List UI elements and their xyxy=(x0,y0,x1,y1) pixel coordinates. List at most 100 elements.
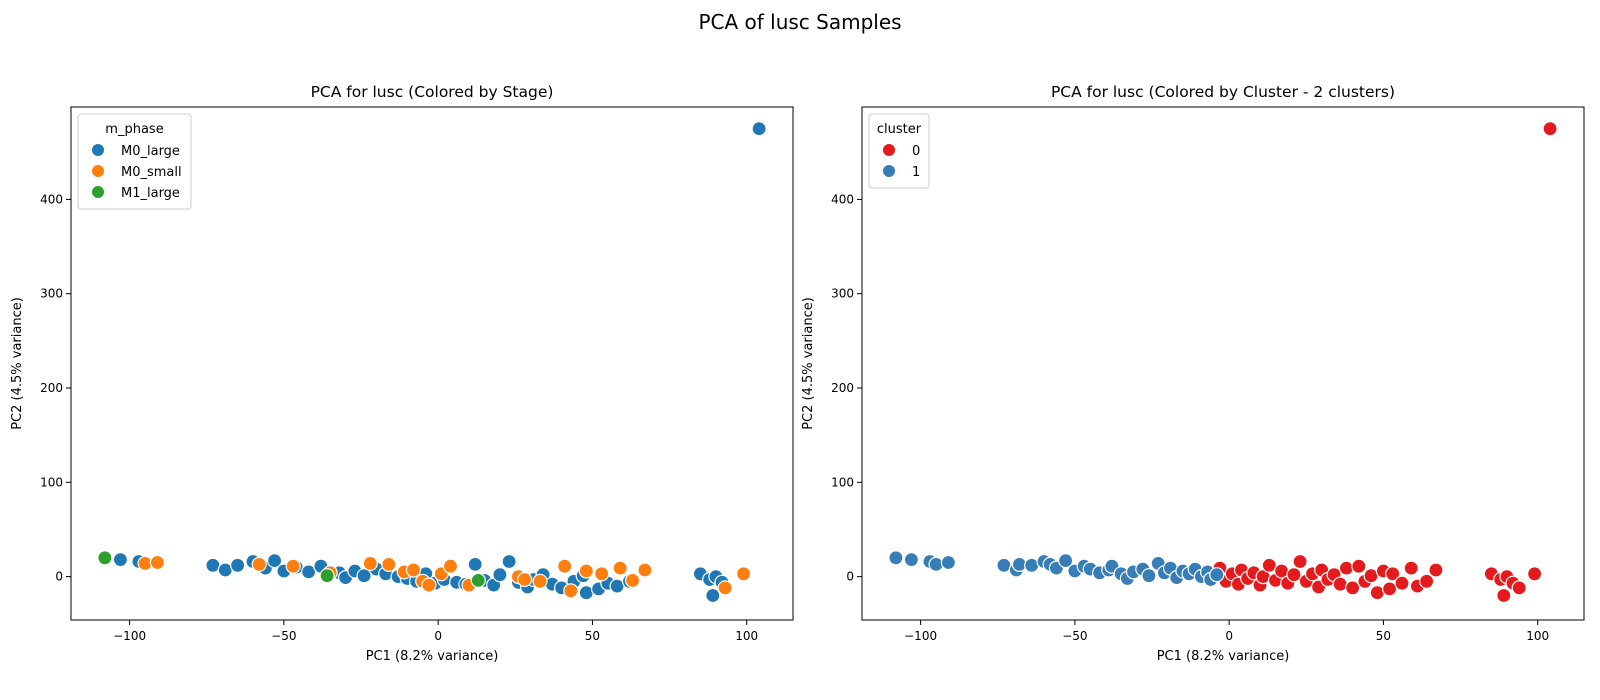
data-point-0-9 xyxy=(1261,557,1277,573)
y-tick-label: 400 xyxy=(831,192,854,206)
data-point-m0-small-10 xyxy=(421,577,437,593)
y-tick-label: 100 xyxy=(831,475,854,489)
data-point-1-0 xyxy=(888,550,904,566)
data-point-0-14 xyxy=(1292,553,1308,570)
data-point-1-3 xyxy=(928,556,944,573)
x-axis-label: PC1 (8.2% variance) xyxy=(366,649,499,664)
data-point-m0-small-20 xyxy=(594,566,610,582)
data-point-m0-small-23 xyxy=(637,562,653,578)
x-tick-label: 50 xyxy=(585,629,600,643)
y-tick-label: 200 xyxy=(40,381,63,395)
data-point-0-23 xyxy=(1344,580,1361,596)
data-point-0-32 xyxy=(1403,560,1419,576)
x-tick-label: 100 xyxy=(1526,629,1549,643)
data-point-m0-large-30 xyxy=(501,553,517,570)
x-tick-label: −100 xyxy=(904,629,937,643)
data-point-0-31 xyxy=(1394,575,1410,591)
data-point-0-42 xyxy=(1526,566,1543,582)
y-axis-label: PC2 (4.5% variance) xyxy=(801,297,816,430)
figure-suptitle: PCA of lusc Samples xyxy=(698,10,901,34)
chart-title: PCA for lusc (Colored by Cluster - 2 clu… xyxy=(1051,83,1395,101)
x-tick-label: 0 xyxy=(434,629,442,643)
x-tick-label: 50 xyxy=(1376,629,1391,643)
data-point-m0-small-19 xyxy=(578,563,594,579)
legend-marker-0 xyxy=(882,143,896,157)
y-tick-label: 100 xyxy=(40,475,63,489)
data-point-1-12 xyxy=(1057,552,1074,569)
data-point-0-30 xyxy=(1385,566,1401,582)
data-point-m0-large-4 xyxy=(230,557,246,573)
legend-entry: M1_large xyxy=(121,186,180,201)
data-point-m0-small-12 xyxy=(442,558,459,574)
data-point-m0-small-5 xyxy=(362,555,378,572)
data-point-0-29 xyxy=(1381,581,1398,597)
legend-marker-m1-large xyxy=(91,185,105,199)
data-point-0-43 xyxy=(1542,121,1558,137)
data-point-m0-large-26 xyxy=(467,556,483,573)
legend-marker-1 xyxy=(882,164,896,178)
data-point-m0-small-17 xyxy=(557,558,573,574)
legend-box xyxy=(77,113,192,210)
x-tick-label: −50 xyxy=(271,629,296,643)
y-axis-label: PC2 (4.5% variance) xyxy=(10,297,25,430)
x-axis-label: PC1 (8.2% variance) xyxy=(1157,649,1290,664)
y-tick-label: 0 xyxy=(846,570,854,584)
data-point-0-34 xyxy=(1418,573,1435,589)
data-point-m0-small-18 xyxy=(563,583,579,599)
legend-marker-m0-small xyxy=(91,164,105,178)
data-point-m0-small-24 xyxy=(717,580,733,596)
data-point-m0-small-3 xyxy=(285,558,301,574)
data-point-m0-large-49 xyxy=(751,121,767,137)
data-points xyxy=(97,121,767,604)
legend-entry: 0 xyxy=(912,144,920,159)
data-point-m0-small-21 xyxy=(612,560,628,576)
chart-panel-2: PCA for lusc (Colored by Cluster - 2 clu… xyxy=(801,83,1585,664)
data-point-m0-large-10 xyxy=(301,564,317,580)
data-point-m0-small-1 xyxy=(149,554,165,571)
chart-title: PCA for lusc (Colored by Stage) xyxy=(311,83,554,101)
data-point-m0-small-6 xyxy=(381,556,397,573)
data-points xyxy=(888,121,1558,604)
data-point-m0-small-25 xyxy=(735,566,752,582)
legend-entry: M0_large xyxy=(121,144,180,159)
data-point-m0-small-2 xyxy=(251,556,267,573)
x-tick-label: −50 xyxy=(1062,629,1087,643)
data-point-0-22 xyxy=(1338,560,1355,576)
data-point-m0-small-8 xyxy=(405,562,422,578)
x-tick-label: −100 xyxy=(113,629,146,643)
data-point-m0-large-15 xyxy=(356,568,372,584)
data-point-m0-large-0 xyxy=(112,551,129,568)
data-point-0-13 xyxy=(1286,567,1302,583)
y-tick-label: 400 xyxy=(40,192,63,206)
y-tick-label: 0 xyxy=(55,570,63,584)
data-point-m1-large-1 xyxy=(319,568,335,584)
plot-frame xyxy=(70,106,794,621)
x-tick-label: 100 xyxy=(735,629,758,643)
data-point-m0-small-15 xyxy=(516,571,533,588)
legend-marker-m0-large xyxy=(91,143,105,157)
data-point-0-41 xyxy=(1511,580,1527,596)
data-point-0-35 xyxy=(1428,562,1444,578)
data-point-1-23 xyxy=(1141,568,1157,584)
legend: m_phase M0_large M0_small M1_large xyxy=(77,113,192,210)
data-point-m1-large-2 xyxy=(470,572,486,589)
y-tick-label: 200 xyxy=(831,381,854,395)
data-point-0-40 xyxy=(1496,587,1512,604)
y-tick-label: 300 xyxy=(40,287,63,301)
data-point-1-1 xyxy=(903,551,920,568)
legend: cluster 0 1 xyxy=(868,113,930,189)
legend-title: m_phase xyxy=(105,122,163,137)
data-point-1-34 xyxy=(1209,567,1225,583)
legend-entry: M0_small xyxy=(121,165,182,180)
x-tick-label: 0 xyxy=(1225,629,1233,643)
legend-title: cluster xyxy=(877,122,922,137)
data-point-1-4 xyxy=(940,554,957,571)
y-tick-label: 300 xyxy=(831,287,854,301)
data-point-m0-large-29 xyxy=(492,567,508,583)
legend-entry: 1 xyxy=(912,165,920,180)
data-point-0-24 xyxy=(1351,558,1367,574)
data-point-m1-large-0 xyxy=(97,550,113,566)
plot-frame xyxy=(861,106,1585,621)
data-point-m0-small-16 xyxy=(532,573,548,589)
